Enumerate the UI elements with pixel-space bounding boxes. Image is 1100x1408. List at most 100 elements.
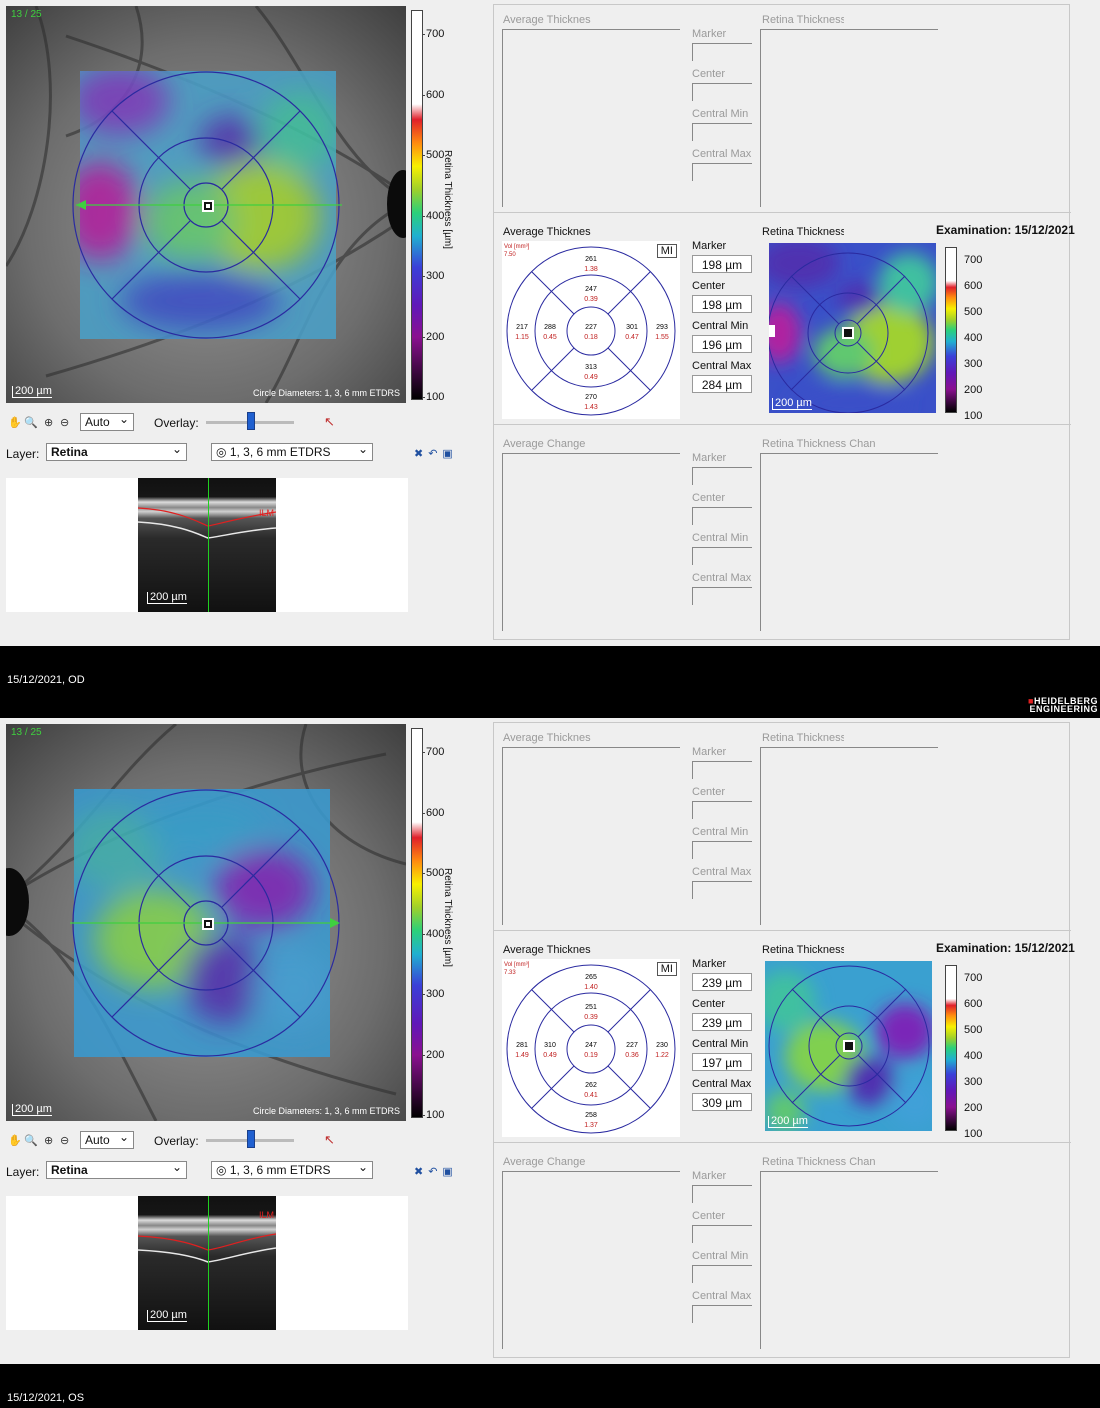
oct-bscan-panel: ILM 200 µm xyxy=(6,1196,408,1330)
stat-value-empty xyxy=(692,1305,752,1323)
map-scale-bar: 200 µm xyxy=(772,398,812,410)
cursor-pick-icon[interactable]: ↖ xyxy=(324,414,335,429)
avg-thickness-title: Average Thicknes xyxy=(503,732,591,744)
oct-bscan-image[interactable]: ILM 200 µm xyxy=(138,478,276,612)
empty-change-box xyxy=(502,1171,680,1349)
etdrs-outer-bottom-volume: 1.37 xyxy=(584,1122,598,1129)
thickness-map-small[interactable]: 200 µm xyxy=(769,243,936,413)
etdrs-inner-right-volume: 0.36 xyxy=(625,1052,639,1059)
grid-dropdown[interactable]: ◎ 1, 3, 6 mm ETDRS xyxy=(211,441,373,461)
layer-dropdown[interactable]: Retina xyxy=(46,441,187,461)
zoom-icon[interactable]: 🔍 xyxy=(24,1135,38,1147)
layer-tools-icons[interactable]: ✖↶▣ xyxy=(414,1166,458,1178)
oct-scale-bar: 200 µm xyxy=(147,592,187,604)
layer-row: Layer: Retina ◎ 1, 3, 6 mm ETDRS ✖↶▣ xyxy=(6,441,466,465)
stat-label-marker: Marker xyxy=(692,746,727,758)
map-colorbar-tick: 300 xyxy=(964,358,983,370)
stat-label-central-min: Central Min xyxy=(692,1038,749,1050)
stat-label-central-min: Central Min xyxy=(692,320,749,332)
layer-dropdown[interactable]: Retina xyxy=(46,1159,187,1179)
fovea-marker[interactable] xyxy=(202,918,214,930)
etdrs-outer-top-value: 261 xyxy=(585,256,597,263)
stat-label-central-max: Central Max xyxy=(692,572,752,584)
grid-dropdown[interactable]: ◎ 1, 3, 6 mm ETDRS xyxy=(211,1159,373,1179)
colorbar-tick: 200 xyxy=(421,1049,445,1061)
map-colorbar-tick: 300 xyxy=(964,1076,983,1088)
etdrs-inner-bottom-volume: 0.41 xyxy=(584,1092,598,1099)
pan-hand-icon[interactable]: ✋ xyxy=(8,417,22,429)
colorbar-title: Retina Thickness [µm] xyxy=(442,150,453,249)
stat-label-central-min: Central Min xyxy=(692,1250,749,1262)
stat-value-center: 198 µm xyxy=(692,295,752,313)
etdrs-inner-bottom-value: 262 xyxy=(585,1082,597,1089)
stat-value-empty xyxy=(692,43,752,61)
logo-mark: ■ xyxy=(1028,696,1034,706)
zoom-in-icon[interactable]: ⊕ xyxy=(44,417,54,429)
baseline-section: Average Thicknes Retina Thickness Marker… xyxy=(494,5,1071,213)
fundus-image[interactable]: 13 / 25 200 µm Circle Diameters: 1, 3, 6… xyxy=(6,6,406,403)
cursor-pick-icon[interactable]: ↖ xyxy=(324,1132,335,1147)
overlay-label: Overlay: xyxy=(154,1134,199,1148)
etdrs-inner-bottom-volume: 0.49 xyxy=(584,374,598,381)
etdrs-outer-left-value: 217 xyxy=(516,324,528,331)
grid-icon: ◎ xyxy=(216,445,227,459)
panel-od: 13 / 25 200 µm Circle Diameters: 1, 3, 6… xyxy=(0,0,1100,646)
stat-label-marker: Marker xyxy=(692,28,727,40)
stat-label-marker: Marker xyxy=(692,240,727,252)
avg-change-title: Average Change xyxy=(503,1156,586,1168)
map-colorbar xyxy=(945,965,957,1131)
colorbar-tick: 600 xyxy=(421,89,445,101)
etdrs-outer-bottom-volume: 1.43 xyxy=(584,404,598,411)
change-section: Average Change Retina Thickness Chan Mar… xyxy=(494,1147,1071,1355)
fovea-marker[interactable] xyxy=(202,200,214,212)
thickness-map-render xyxy=(765,961,932,1131)
zoom-out-icon[interactable]: ⊖ xyxy=(60,417,70,429)
overlay-slider-thumb[interactable] xyxy=(247,412,255,430)
etdrs-thickness-chart[interactable]: 247 0.19 251 0.39 262 0.41 310 0.49 227 … xyxy=(502,959,680,1137)
stat-label-central-min: Central Min xyxy=(692,108,749,120)
colorbar-tick: 300 xyxy=(421,988,445,1000)
zoom-icon[interactable]: 🔍 xyxy=(24,417,38,429)
empty-change-box xyxy=(502,453,680,631)
etdrs-grid-overlay xyxy=(72,71,342,339)
etdrs-outer-top-volume: 1.40 xyxy=(584,984,598,991)
oct-scale-bar: 200 µm xyxy=(147,1310,187,1322)
stat-value-empty xyxy=(692,587,752,605)
zoom-mode-select[interactable]: Auto xyxy=(80,411,134,431)
mi-button[interactable]: MI xyxy=(656,244,677,258)
etdrs-thickness-chart[interactable]: 227 0.18 247 0.39 313 0.49 288 0.45 301 … xyxy=(502,241,680,419)
colorbar xyxy=(411,10,423,400)
stat-label-center: Center xyxy=(692,1210,726,1222)
stat-value-empty xyxy=(692,467,752,485)
zoom-in-icon[interactable]: ⊕ xyxy=(44,1135,54,1147)
stat-label-marker: Marker xyxy=(692,1170,727,1182)
pan-hand-icon[interactable]: ✋ xyxy=(8,1135,22,1147)
etdrs-outer-left-volume: 1.15 xyxy=(515,334,529,341)
layer-label: Layer: xyxy=(6,1165,40,1179)
stat-value-empty xyxy=(692,881,752,899)
map-colorbar-tick: 200 xyxy=(964,1102,983,1114)
colorbar-tick: 700 xyxy=(421,28,445,40)
etdrs-outer-left-value: 281 xyxy=(516,1042,528,1049)
etdrs-inner-top-value: 251 xyxy=(585,1004,597,1011)
empty-change-map-box xyxy=(760,453,938,631)
etdrs-grid: 227 0.18 247 0.39 313 0.49 288 0.45 301 … xyxy=(506,246,676,416)
stat-value-empty xyxy=(692,761,752,779)
zoom-mode-select[interactable]: Auto xyxy=(80,1129,134,1149)
etdrs-grid: 247 0.19 251 0.39 262 0.41 310 0.49 227 … xyxy=(506,964,676,1134)
layer-tools-icons[interactable]: ✖↶▣ xyxy=(414,448,458,460)
grid-value: 1, 3, 6 mm ETDRS xyxy=(229,445,331,459)
thickness-map-small[interactable]: 200 µm xyxy=(765,961,932,1131)
stat-value-center: 239 µm xyxy=(692,1013,752,1031)
zoom-out-icon[interactable]: ⊖ xyxy=(60,1135,70,1147)
stat-value-empty xyxy=(692,163,752,181)
colorbar-tick: 600 xyxy=(421,807,445,819)
examination-date: Examination: 15/12/2021 xyxy=(936,223,1075,237)
mi-button[interactable]: MI xyxy=(656,962,677,976)
map-colorbar-tick: 500 xyxy=(964,1024,983,1036)
volume-label: Vol [mm³] 7.33 xyxy=(504,962,530,976)
fundus-image[interactable]: 13 / 25 200 µm Circle Diameters: 1, 3, 6… xyxy=(6,724,406,1121)
overlay-slider-thumb[interactable] xyxy=(247,1130,255,1148)
layer-label: Layer: xyxy=(6,447,40,461)
oct-bscan-image[interactable]: ILM 200 µm xyxy=(138,1196,276,1330)
